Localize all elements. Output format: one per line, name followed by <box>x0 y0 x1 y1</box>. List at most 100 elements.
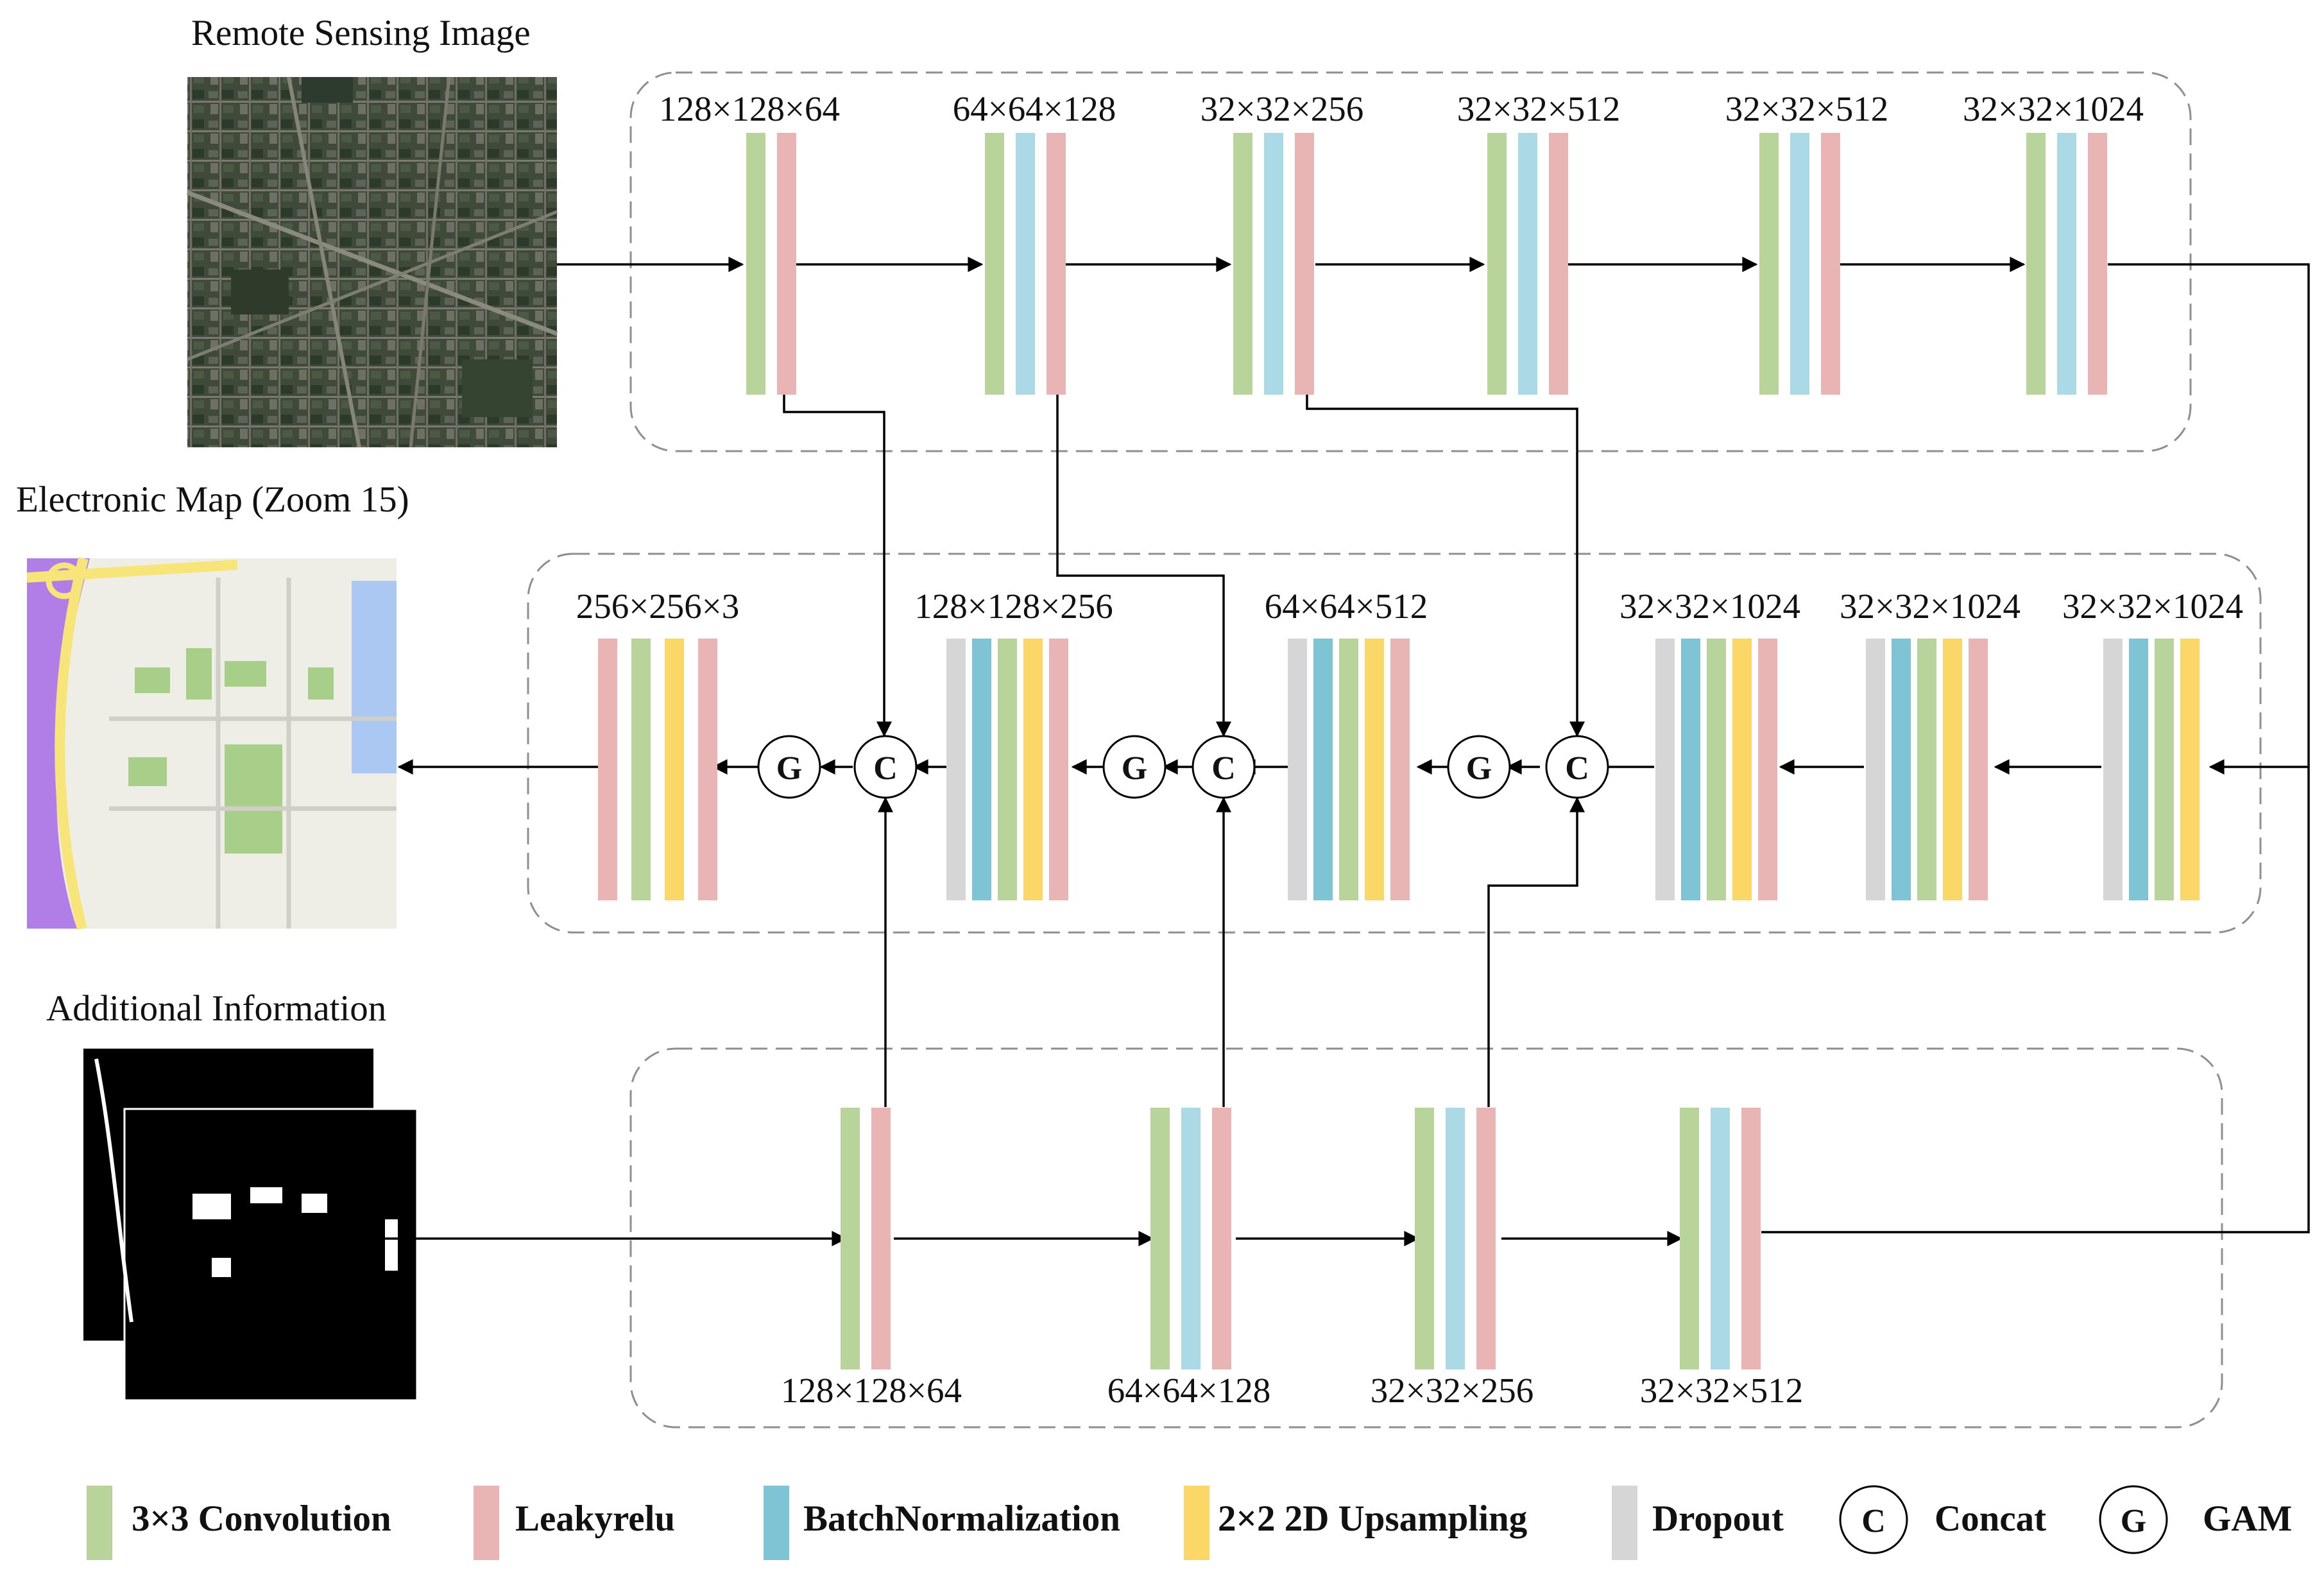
encoder-block-label: 32×32×1024 <box>1963 89 2144 128</box>
additional-info-image <box>83 1049 418 1402</box>
legend-label: BatchNormalization <box>803 1498 1120 1539</box>
aux-encoder-group <box>629 1047 2223 1429</box>
legend-symbol: G <box>2121 1503 2146 1540</box>
aux-block-4 <box>1680 1108 1761 1369</box>
legend-item-6: C Concat <box>1839 1485 2046 1554</box>
up-layer <box>1365 639 1384 900</box>
leaky-layer <box>1758 639 1777 900</box>
conv-layer <box>1759 133 1779 395</box>
aux-block-label: 64×64×128 <box>1107 1371 1271 1410</box>
legend-label: Concat <box>1935 1498 2046 1539</box>
leaky-layer <box>2088 133 2107 395</box>
conv-layer <box>998 639 1017 900</box>
decoder-block-2 <box>946 639 1068 900</box>
encoder-block-2 <box>985 133 1066 395</box>
gam-node-symbol: G <box>1466 750 1492 787</box>
concat-node: C <box>853 735 918 799</box>
up-layer <box>2180 639 2200 900</box>
conv-layer <box>1339 639 1358 900</box>
conv-layer <box>1917 639 1936 900</box>
conv-layer <box>631 639 651 900</box>
decoder-block-label: 32×32×1024 <box>2062 587 2243 626</box>
drop-layer <box>1288 639 1307 900</box>
encoder-block-label: 64×64×128 <box>953 89 1116 128</box>
bn-layer <box>1446 1108 1465 1369</box>
remote-sensing-image <box>186 76 558 448</box>
leaky-layer <box>1049 639 1068 900</box>
decoder-blocks: 256×256×3 128×128×256 64×64×512 32×32×1024 3… <box>576 587 2243 900</box>
gam-node: G <box>757 735 821 799</box>
drop-layer <box>946 639 966 900</box>
legend-swatch <box>1612 1486 1637 1560</box>
aux-block-label: 32×32×512 <box>1640 1371 1804 1410</box>
encoder-block-4 <box>1487 133 1568 395</box>
legend-item-4: 2×2 2D Upsampling <box>1184 1486 1527 1560</box>
legend-label: 3×3 Convolution <box>132 1498 391 1539</box>
legend-circle <box>1839 1485 1908 1554</box>
bn_mid-layer <box>2129 639 2148 900</box>
leaky-layer <box>1821 133 1840 395</box>
gam-node: G <box>1447 735 1511 799</box>
conv-layer <box>2155 639 2174 900</box>
decoder-block-label: 128×128×256 <box>914 587 1113 626</box>
bn-layer <box>1264 133 1283 395</box>
legend-circle <box>2099 1485 2168 1554</box>
bn_mid-layer <box>1313 639 1333 900</box>
additional-info-title: Additional Information <box>46 988 386 1029</box>
bn_mid-layer <box>1892 639 1911 900</box>
up-layer <box>665 639 684 900</box>
aux-block-label: 32×32×256 <box>1371 1371 1534 1410</box>
remote-sensing-title: Remote Sensing Image <box>191 13 531 53</box>
gam-node-symbol: G <box>1122 750 1147 787</box>
decoder-block-label: 64×64×512 <box>1265 587 1428 626</box>
conv-layer <box>746 133 765 395</box>
aux-block-label: 128×128×64 <box>781 1371 962 1410</box>
legend-swatch <box>87 1486 112 1560</box>
leaky-layer <box>1741 1108 1761 1369</box>
legend-swatch <box>1184 1486 1209 1560</box>
encoder-blocks: 128×128×64 64×64×128 32×32×256 32×32×512 32×… <box>659 89 2144 395</box>
decoder-block-4 <box>1655 639 1777 900</box>
leaky-layer <box>1295 133 1314 395</box>
concat-node-symbol: C <box>1565 750 1589 787</box>
leaky-layer <box>598 639 617 900</box>
legend-item-2: Leakyrelu <box>474 1486 675 1560</box>
bn-layer <box>2057 133 2076 395</box>
leaky-layer <box>1047 133 1066 395</box>
encoder-block-label: 32×32×512 <box>1457 89 1621 128</box>
bn_mid-layer <box>972 639 991 900</box>
conv-layer <box>1150 1108 1170 1369</box>
conv-layer <box>985 133 1004 395</box>
electronic-map-title: Electronic Map (Zoom 15) <box>16 479 409 520</box>
concat-node-symbol: C <box>873 750 898 787</box>
encoder-group <box>629 71 2192 452</box>
decoder-block-label: 32×32×1024 <box>1619 587 1800 626</box>
leaky-layer <box>1390 639 1410 900</box>
concat-node-symbol: C <box>1211 750 1236 787</box>
conv-layer <box>1415 1108 1434 1369</box>
up-layer <box>1732 639 1752 900</box>
gam-node: G <box>1102 735 1166 799</box>
connections <box>373 257 2310 1246</box>
aux-encoder-blocks: 128×128×64 64×64×128 32×32×256 32×32×512 <box>781 1108 1803 1410</box>
aux-block-3 <box>1415 1108 1496 1369</box>
drop-layer <box>2103 639 2123 900</box>
electronic-map-image <box>26 557 397 930</box>
leaky-layer <box>698 639 717 900</box>
conv-layer <box>2026 133 2046 395</box>
legend-item-1: 3×3 Convolution <box>87 1486 391 1560</box>
legend-symbol: C <box>1861 1503 1886 1540</box>
drop-layer <box>1655 639 1675 900</box>
leaky-layer <box>871 1108 891 1369</box>
encoder-block-6 <box>2026 133 2107 395</box>
leaky-layer <box>1476 1108 1496 1369</box>
legend: 3×3 Convolution Leakyrelu BatchNormalizati… <box>87 1485 2292 1560</box>
decoder-block-label: 256×256×3 <box>576 587 740 626</box>
conv-layer <box>1487 133 1507 395</box>
legend-label: Leakyrelu <box>515 1498 675 1539</box>
leaky-layer <box>1212 1108 1231 1369</box>
legend-label: GAM <box>2203 1498 2292 1539</box>
concat-node: C <box>1545 735 1609 799</box>
